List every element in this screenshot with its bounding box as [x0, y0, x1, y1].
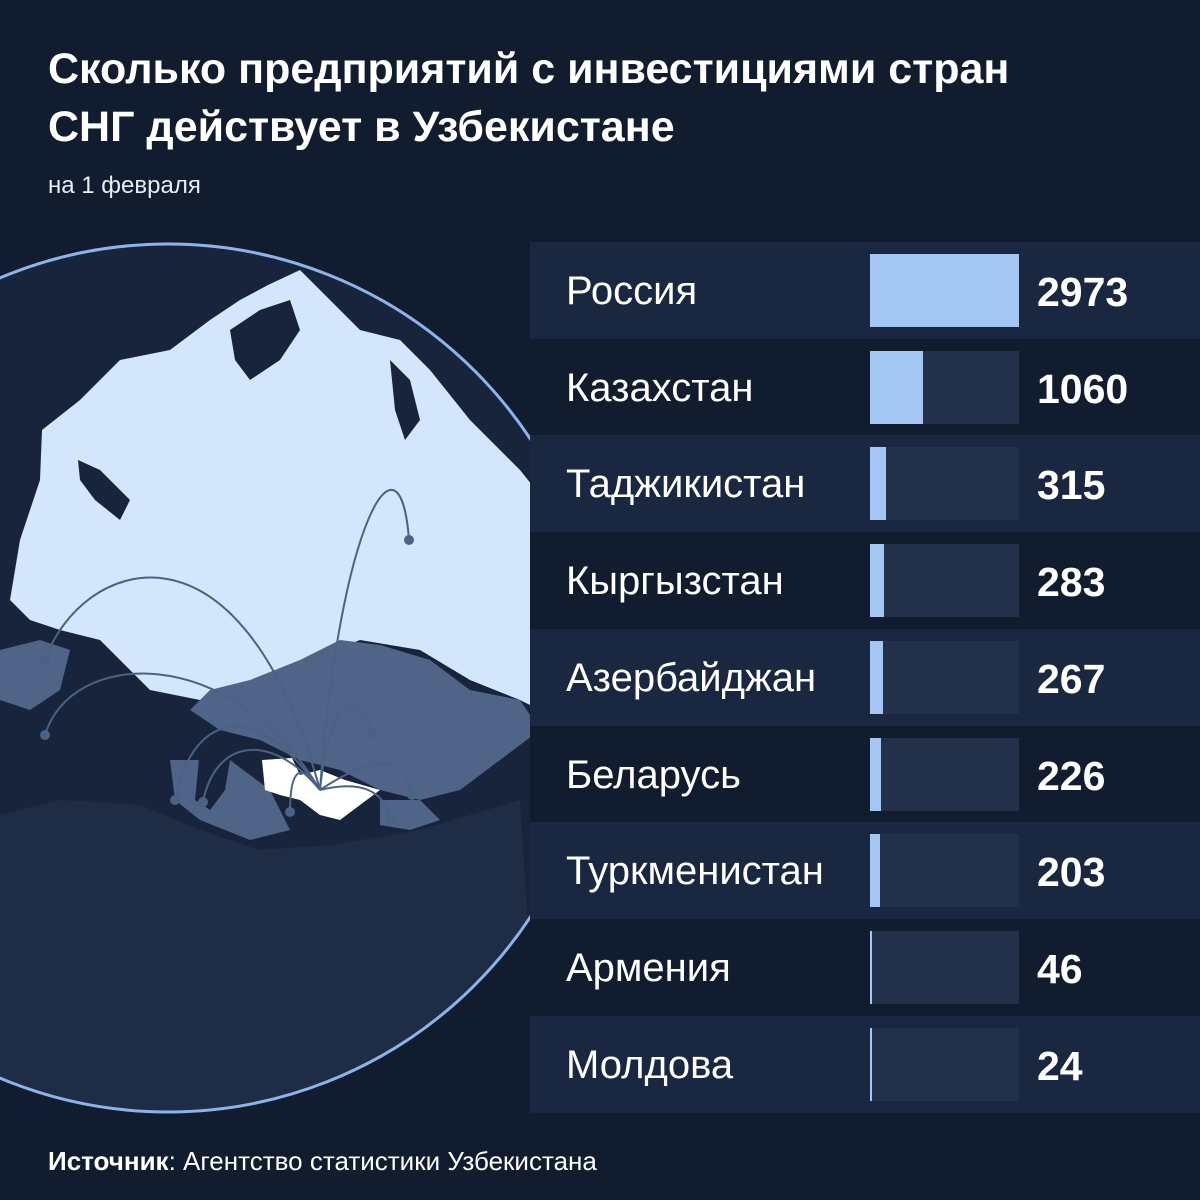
bar-track [870, 930, 1019, 1004]
category-label: Кыргызстан [566, 559, 784, 604]
chart-row [530, 725, 1200, 823]
data-label: 203 [1037, 849, 1106, 896]
globe-map [0, 242, 530, 1114]
bar-track [870, 834, 1019, 908]
source-text: : Агентство статистики Узбекистана [168, 1146, 597, 1176]
bar [870, 1027, 872, 1101]
bar-track [870, 1027, 1019, 1101]
bar [870, 640, 884, 714]
bar [870, 834, 881, 908]
chart-row [530, 242, 1200, 339]
category-label: Азербайджан [566, 655, 817, 700]
chart-title: Сколько предприятий с инвестициями стран… [48, 45, 1010, 151]
chart-row [530, 628, 1200, 726]
black-sea [60, 705, 150, 750]
data-label: 226 [1037, 752, 1106, 799]
category-label: Армения [566, 945, 731, 990]
data-label: 283 [1037, 559, 1106, 606]
chart-row [530, 822, 1200, 920]
bar [870, 737, 882, 811]
data-label: 46 [1037, 945, 1083, 992]
bar [870, 544, 885, 618]
category-label: Казахстан [566, 365, 754, 410]
data-label: 267 [1037, 655, 1106, 702]
category-label: Молдова [566, 1042, 734, 1087]
chart-row [530, 918, 1200, 1016]
bar-track [870, 737, 1019, 811]
kara-sea [230, 300, 300, 380]
category-label: Россия [566, 269, 698, 313]
data-label: 24 [1037, 1042, 1083, 1089]
white-sea [78, 460, 130, 520]
bar-track [870, 447, 1019, 521]
bar-track [870, 640, 1019, 714]
chart-row [530, 338, 1200, 436]
data-label: 315 [1037, 462, 1106, 509]
russia-landmass [10, 270, 530, 720]
bar [870, 254, 1019, 327]
data-label: 1060 [1037, 365, 1129, 412]
arc-endpoints [40, 535, 417, 825]
category-label: Туркменистан [566, 849, 824, 894]
category-label: Таджикистан [566, 462, 806, 507]
investment-arcs [44, 489, 413, 821]
source-note: Источник: Агентство статистики Узбекиста… [48, 1146, 597, 1177]
southern-landmass [0, 800, 530, 1112]
chart-row [530, 532, 1200, 630]
bar [870, 930, 873, 1004]
bar [870, 350, 924, 424]
chart-row [530, 1015, 1200, 1113]
chart-row [530, 435, 1200, 533]
cis-region [0, 640, 530, 840]
source-label: Источник [48, 1146, 169, 1176]
chart-subtitle: на 1 февраля [48, 172, 201, 199]
category-label: Беларусь [566, 752, 741, 797]
data-label: 2973 [1037, 269, 1129, 315]
bar [870, 447, 886, 521]
bar-track [870, 544, 1019, 618]
arctic-inlet [390, 360, 420, 440]
globe-outline [0, 242, 530, 1114]
